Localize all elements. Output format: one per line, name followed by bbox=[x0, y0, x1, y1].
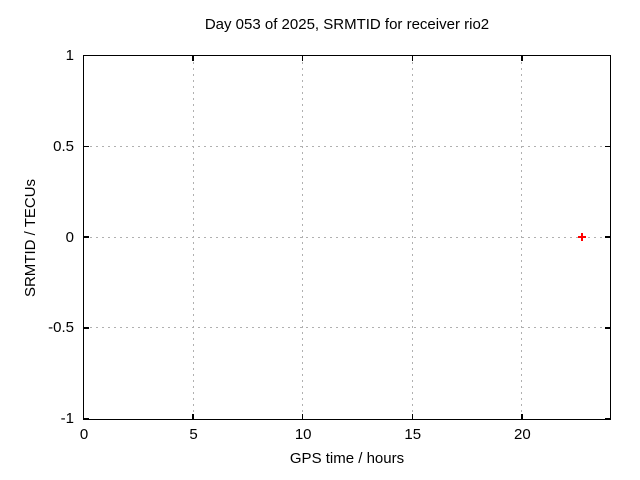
x-tick-mark-top bbox=[301, 55, 304, 61]
x-tick-mark-top bbox=[411, 55, 413, 61]
y-tick-mark-right bbox=[604, 145, 610, 147]
x-tick-label: 10 bbox=[294, 426, 312, 443]
x-tick-mark bbox=[521, 413, 523, 419]
y-tick-label: 1 bbox=[65, 47, 74, 64]
x-tick-label: 15 bbox=[404, 426, 422, 443]
h-gridline bbox=[83, 236, 610, 238]
y-tick-label: 0.5 bbox=[53, 137, 74, 155]
y-tick-mark-right bbox=[604, 417, 610, 420]
y-tick-label: 0 bbox=[65, 228, 74, 246]
y-tick-mark bbox=[83, 417, 89, 420]
y-tick-mark bbox=[83, 145, 89, 147]
data-point-marker bbox=[577, 233, 586, 241]
y-tick-label: -0.5 bbox=[48, 319, 74, 337]
plot-area bbox=[82, 54, 611, 420]
h-gridline bbox=[83, 145, 610, 147]
y-tick-label: -1 bbox=[60, 410, 74, 427]
y-tick-mark-right bbox=[604, 327, 610, 329]
y-tick-mark bbox=[83, 236, 89, 238]
x-tick-mark bbox=[192, 413, 194, 419]
y-tick-mark-right bbox=[604, 54, 610, 57]
x-axis-label: GPS time / hours bbox=[289, 450, 405, 467]
y-tick-mark-right bbox=[604, 236, 610, 238]
h-gridline bbox=[83, 327, 610, 329]
x-tick-mark-top bbox=[192, 55, 194, 61]
x-tick-mark bbox=[411, 413, 413, 419]
chart-title: Day 053 of 2025, SRMTID for receiver rio… bbox=[204, 16, 490, 33]
y-tick-mark bbox=[83, 54, 89, 57]
x-tick-mark bbox=[301, 413, 304, 419]
x-tick-mark-top bbox=[521, 55, 523, 61]
x-tick-label: 20 bbox=[513, 426, 531, 443]
x-tick-label: 5 bbox=[189, 426, 198, 443]
y-tick-mark bbox=[83, 327, 89, 329]
x-tick-mark bbox=[82, 413, 85, 419]
marker-vertical-bar bbox=[580, 233, 583, 241]
x-tick-mark-top bbox=[82, 55, 85, 61]
x-tick-label: 0 bbox=[79, 426, 89, 443]
